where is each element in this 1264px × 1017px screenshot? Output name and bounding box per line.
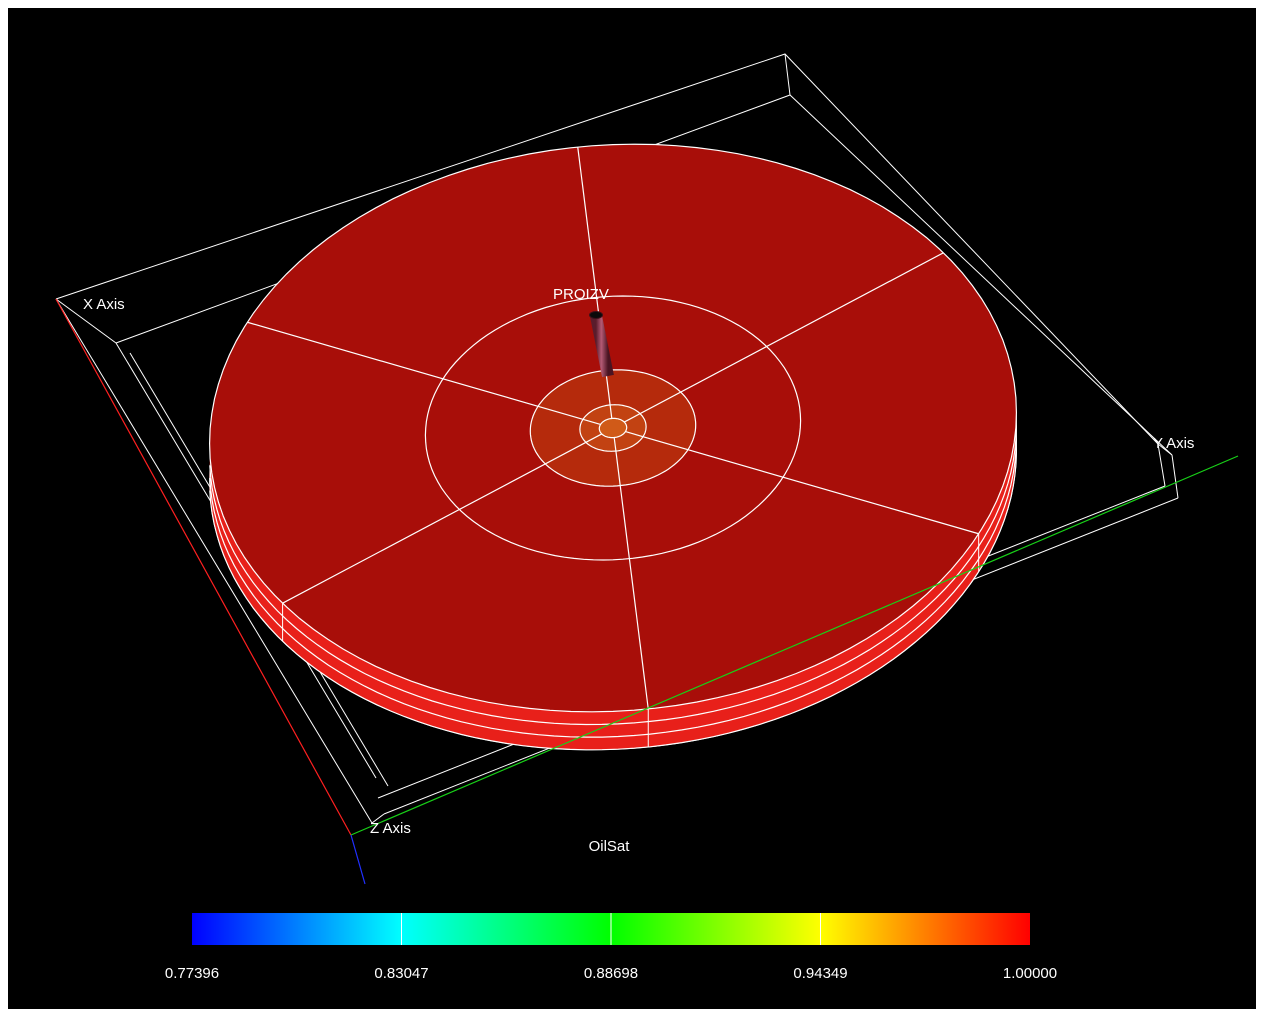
well-top-cap: [589, 311, 603, 319]
bounding-box-left-front: [55, 298, 373, 824]
z-axis-label: Z Axis: [370, 820, 411, 837]
colorbar-ticks: [401, 913, 821, 945]
bounding-box-front-corner: [371, 813, 385, 824]
well-proizv[interactable]: PROIZV: [553, 286, 614, 378]
bounding-box-corner-top: [784, 53, 791, 96]
colorbar-tick-label: 1.00000: [1003, 965, 1057, 982]
reservoir-sector-line: [623, 252, 944, 423]
colorbar-tick-label: 0.83047: [374, 965, 428, 982]
reservoir-sector-line: [247, 321, 601, 425]
bounding-box-right-inner: [1157, 443, 1166, 487]
reservoir-layer-line: [209, 417, 1018, 738]
colorbar-tick-label: 0.94349: [793, 965, 847, 982]
well-label: PROIZV: [553, 286, 609, 303]
axes: X Axis Y Axis Z Axis: [55, 296, 1239, 885]
reservoir-sector-line: [282, 433, 603, 604]
scalar-bar-title: OilSat: [589, 838, 631, 855]
scalar-bar: OilSat 0.77396 0.83047 0.88698 0.94349 1…: [165, 838, 1057, 982]
reservoir-ring: [529, 369, 697, 487]
reservoir-ring: [598, 417, 628, 439]
reservoir-layer-line: [209, 430, 1018, 751]
reservoir-layer-line: [209, 404, 1018, 726]
reservoir-sector-line: [613, 437, 649, 710]
scene-canvas[interactable]: PROIZV X Axis Y Axis Z Axis OilSat 0.773…: [8, 8, 1256, 1009]
bounding-box-right-outer: [1171, 454, 1179, 499]
colorbar-tick-label: 0.88698: [584, 965, 638, 982]
y-axis-line: [350, 455, 1239, 836]
z-axis-line: [350, 834, 366, 885]
x-axis-label: X Axis: [83, 296, 125, 313]
colorbar-tick-label: 0.77396: [165, 965, 219, 982]
reservoir-ring: [579, 404, 647, 452]
reservoir-ring: [424, 295, 802, 561]
x-axis-line: [55, 298, 352, 836]
reservoir-sector-line: [625, 431, 979, 535]
y-axis-label: Y Axis: [1153, 435, 1194, 452]
bounding-box-corner-x: [55, 298, 117, 344]
reservoir-inner-cell: [599, 418, 627, 438]
well-tube: [590, 314, 614, 378]
bounding-box-corner-y: [1157, 443, 1173, 456]
render-viewport[interactable]: PROIZV X Axis Y Axis Z Axis OilSat 0.773…: [8, 8, 1256, 1009]
reservoir-model[interactable]: [208, 143, 1018, 751]
